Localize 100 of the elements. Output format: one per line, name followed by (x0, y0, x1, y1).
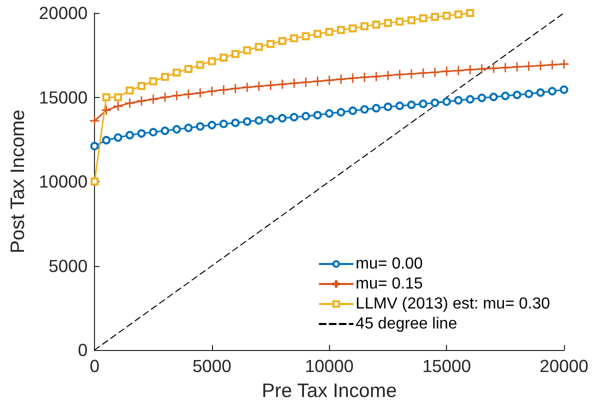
point (407, 16, 416, 24)
point (196, 122, 204, 131)
point (360, 105, 369, 114)
point (148, 94, 158, 104)
point (384, 18, 392, 27)
point (149, 128, 158, 136)
point (559, 59, 569, 69)
point (548, 86, 557, 96)
point (348, 106, 358, 115)
point (324, 76, 334, 85)
legend-label: mu= 0.00 (356, 256, 423, 272)
point (290, 112, 298, 122)
point (230, 84, 240, 94)
point (254, 116, 264, 125)
point (406, 69, 416, 78)
point (114, 93, 122, 102)
point (289, 78, 299, 88)
legend-label: LLMV (2013) est: mu= 0.30 (356, 296, 550, 312)
point (524, 62, 534, 71)
point (301, 78, 310, 87)
point (219, 120, 228, 128)
legend-label: mu= 0.15 (356, 276, 423, 292)
point (396, 18, 404, 26)
point (266, 114, 275, 124)
point (90, 178, 99, 186)
point (312, 76, 322, 86)
point (536, 88, 545, 97)
point (325, 109, 334, 118)
point (348, 74, 358, 83)
point (360, 22, 368, 30)
point (466, 95, 474, 104)
point (501, 92, 510, 100)
point (266, 80, 276, 90)
point (254, 42, 263, 51)
point (512, 90, 522, 100)
point (184, 90, 194, 99)
point (419, 14, 428, 22)
point (243, 46, 252, 54)
x-axis-title: Pre Tax Income (262, 380, 397, 402)
point (208, 120, 216, 130)
point (442, 66, 452, 76)
point (231, 118, 240, 128)
y-tick-label: 0 (78, 340, 88, 360)
point (442, 12, 451, 20)
point (302, 32, 310, 40)
point (160, 92, 170, 102)
point (160, 72, 169, 81)
point (220, 54, 228, 62)
point (196, 88, 205, 98)
point (360, 72, 370, 82)
point (126, 86, 134, 95)
y-tick-label: 10000 (38, 172, 88, 192)
point (313, 110, 322, 120)
point (207, 86, 217, 96)
x-tick-label: 20000 (540, 356, 589, 376)
point (231, 50, 240, 58)
point (465, 64, 475, 74)
point (430, 68, 440, 77)
point (302, 112, 310, 120)
point (90, 142, 99, 150)
point (172, 90, 182, 100)
point (102, 93, 110, 102)
point (383, 70, 393, 80)
point (278, 36, 286, 45)
point (454, 96, 463, 105)
point (478, 94, 486, 102)
point (138, 82, 146, 90)
point (102, 106, 111, 115)
point (278, 114, 287, 122)
point (548, 60, 557, 70)
point (90, 116, 100, 126)
point (254, 82, 264, 91)
point (395, 102, 404, 110)
point (325, 28, 334, 36)
point (126, 130, 134, 140)
point (384, 102, 392, 112)
point (407, 100, 416, 110)
point (242, 117, 252, 126)
point (477, 64, 486, 74)
point (337, 26, 346, 34)
point (196, 60, 204, 69)
point (418, 68, 428, 78)
point (314, 30, 322, 38)
point (348, 24, 357, 32)
x-tick-label: 10000 (304, 356, 354, 376)
point (372, 20, 380, 29)
point (536, 60, 546, 70)
point (442, 97, 451, 106)
point (418, 100, 428, 108)
point (372, 72, 381, 82)
point (512, 62, 522, 72)
point (336, 74, 346, 84)
point (113, 102, 123, 111)
point (278, 80, 287, 89)
point (466, 9, 474, 17)
point (500, 62, 510, 72)
legend-label: 45 degree line (356, 316, 458, 332)
point (290, 34, 298, 42)
point (184, 124, 193, 132)
point (430, 12, 439, 21)
